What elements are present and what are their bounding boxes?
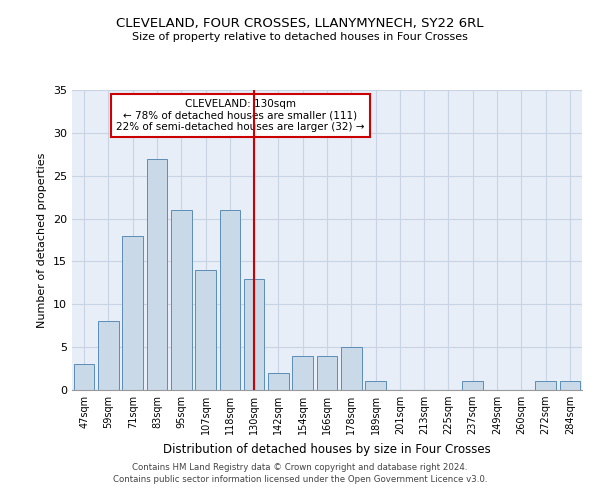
Bar xyxy=(171,210,191,390)
Text: CLEVELAND, FOUR CROSSES, LLANYMYNECH, SY22 6RL: CLEVELAND, FOUR CROSSES, LLANYMYNECH, SY… xyxy=(116,18,484,30)
Bar xyxy=(220,210,240,390)
Bar xyxy=(463,382,483,390)
Text: Contains HM Land Registry data © Crown copyright and database right 2024.: Contains HM Land Registry data © Crown c… xyxy=(132,464,468,472)
Bar xyxy=(560,382,580,390)
Bar xyxy=(146,158,167,390)
Bar xyxy=(341,347,362,390)
Bar xyxy=(122,236,143,390)
Bar xyxy=(98,322,119,390)
Bar xyxy=(365,382,386,390)
Bar xyxy=(74,364,94,390)
Bar xyxy=(244,278,265,390)
Bar xyxy=(535,382,556,390)
Text: Size of property relative to detached houses in Four Crosses: Size of property relative to detached ho… xyxy=(132,32,468,42)
Y-axis label: Number of detached properties: Number of detached properties xyxy=(37,152,47,328)
Text: Contains public sector information licensed under the Open Government Licence v3: Contains public sector information licen… xyxy=(113,475,487,484)
Bar xyxy=(195,270,216,390)
Bar xyxy=(292,356,313,390)
Bar xyxy=(268,373,289,390)
Bar xyxy=(317,356,337,390)
X-axis label: Distribution of detached houses by size in Four Crosses: Distribution of detached houses by size … xyxy=(163,442,491,456)
Text: CLEVELAND: 130sqm
← 78% of detached houses are smaller (111)
22% of semi-detache: CLEVELAND: 130sqm ← 78% of detached hous… xyxy=(116,99,365,132)
